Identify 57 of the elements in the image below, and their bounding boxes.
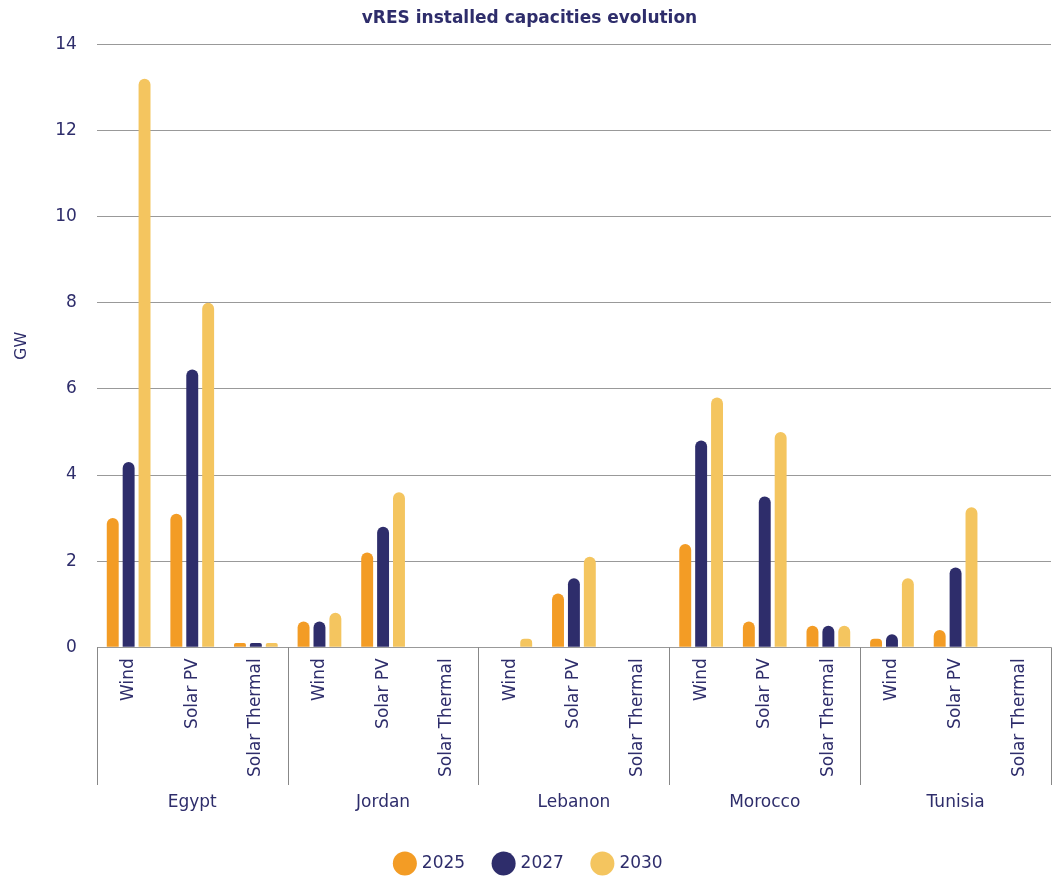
text: Egypt (167, 791, 218, 812)
x-tick-label: Wind (689, 658, 710, 701)
bar (552, 593, 564, 647)
x-tick-label: Solar Thermal (435, 658, 456, 777)
legend-label: 2030 (619, 851, 663, 872)
bar (583, 556, 596, 647)
y-tick-label: 14 (55, 32, 77, 53)
y-tick-label: 2 (66, 549, 77, 570)
text: Lebanon (537, 791, 611, 812)
bar (106, 518, 119, 647)
x-tick-label: Wind (307, 658, 328, 701)
chart-title: vRES installed capacities evolution (361, 6, 698, 27)
x-tick-label: Solar PV (753, 657, 774, 729)
text: Morocco (729, 791, 801, 812)
y-tick-label: 6 (66, 377, 77, 398)
x-tick-label: Solar Thermal (244, 658, 265, 777)
text: Tunisia (925, 791, 985, 812)
x-tick-label: Solar PV (371, 657, 392, 729)
x-tick-label: Solar Thermal (816, 658, 837, 777)
bar (901, 578, 914, 647)
bar (758, 496, 771, 647)
bar (949, 567, 962, 647)
bar (329, 612, 342, 647)
y-tick-label: 12 (55, 118, 77, 139)
bar (695, 440, 708, 647)
bar (202, 302, 215, 647)
y-axis-title: GW (10, 331, 30, 360)
y-tick-label: 10 (55, 205, 77, 226)
bar (377, 526, 390, 647)
bar (679, 543, 692, 647)
text: Jordan (355, 791, 411, 812)
bar (297, 621, 310, 647)
bar (186, 369, 199, 647)
x-tick-label: Solar Thermal (1007, 658, 1028, 777)
x-tick-label: Solar PV (180, 657, 201, 729)
bar (361, 552, 374, 647)
x-tick-label: Solar Thermal (625, 658, 646, 777)
x-tick-label: Solar PV (562, 657, 583, 729)
bar (122, 462, 135, 647)
y-tick-label: 4 (66, 463, 77, 484)
x-tick-label: Solar PV (944, 657, 965, 729)
x-tick-label: Wind (498, 658, 519, 701)
bar (138, 78, 151, 647)
bar (393, 492, 405, 647)
x-tick-label: Wind (117, 658, 138, 701)
y-tick-label: 8 (66, 291, 77, 312)
legend-label: 2027 (520, 851, 564, 872)
bar (965, 507, 978, 647)
bar (567, 578, 580, 647)
y-tick-label: 0 (66, 635, 77, 656)
x-tick-label: Wind (880, 658, 901, 701)
bar (742, 621, 755, 647)
bar (711, 397, 724, 647)
legend-label: 2025 (421, 851, 466, 872)
bar (774, 431, 787, 647)
bar (313, 621, 326, 647)
bar (170, 513, 183, 647)
